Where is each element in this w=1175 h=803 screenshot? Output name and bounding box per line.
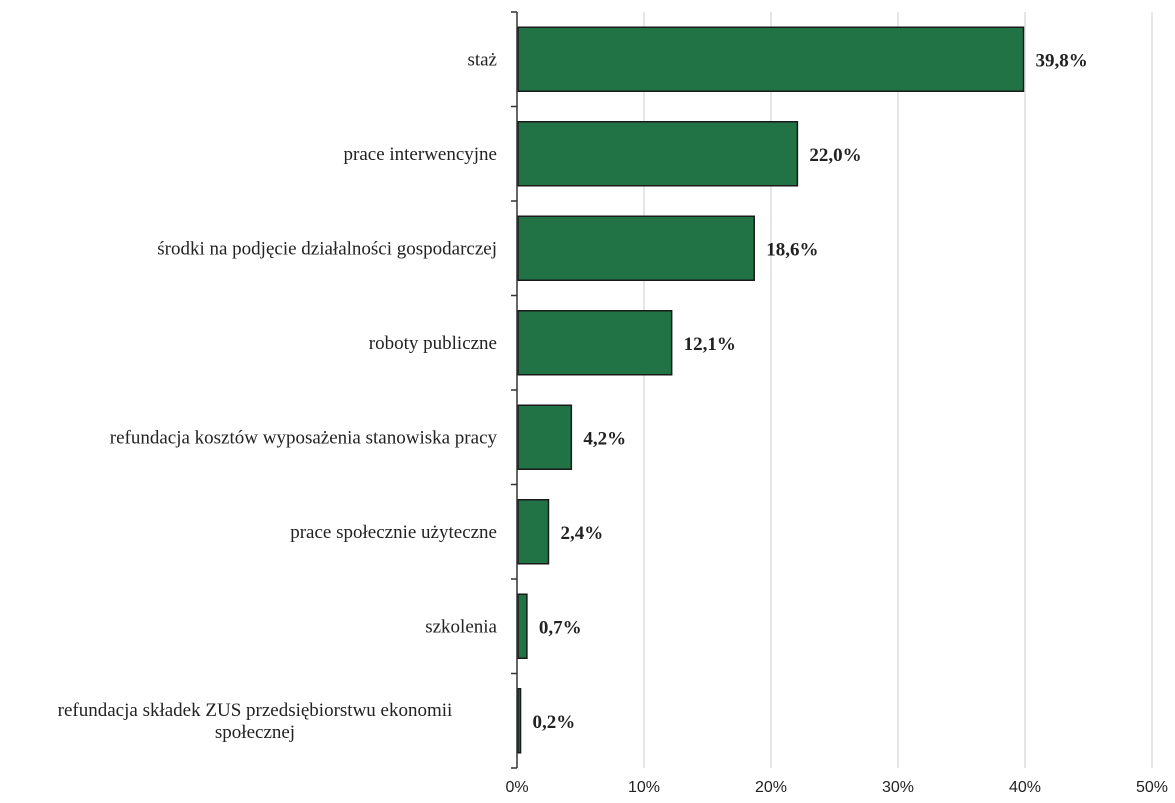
category-label-line: prace społecznie użyteczne xyxy=(290,522,497,543)
value-label-0: 39,8% xyxy=(1035,50,1087,71)
category-label-line: staż xyxy=(467,49,497,70)
bar-4 xyxy=(517,404,573,470)
category-label-line: refundacja kosztów wyposażenia stanowisk… xyxy=(110,427,498,448)
bars xyxy=(517,26,1025,754)
bar-2 xyxy=(517,215,755,281)
x-tick-label: 30% xyxy=(882,779,914,796)
category-label-7: refundacja składek ZUS przedsiębiorstwu … xyxy=(58,700,453,743)
category-label-6: szkolenia xyxy=(425,616,497,637)
axes xyxy=(511,11,518,769)
category-label-line: roboty publiczne xyxy=(369,333,497,354)
category-label-line: środki na podjęcie działalności gospodar… xyxy=(157,238,497,259)
value-label-2: 18,6% xyxy=(766,239,818,260)
labels: 0% 10% 20% 30% 40% 50% staż 39,8% prace interwen… xyxy=(58,49,1168,796)
x-tick-label: 10% xyxy=(628,779,660,796)
category-label-1: prace interwencyjne xyxy=(344,144,498,165)
x-tick-label: 0% xyxy=(505,779,528,796)
bar-6 xyxy=(517,593,528,659)
x-tick-label: 50% xyxy=(1136,779,1168,796)
value-label-4: 4,2% xyxy=(583,428,626,449)
bar-3 xyxy=(517,310,673,376)
x-tick-label: 20% xyxy=(755,779,787,796)
value-label-6: 0,7% xyxy=(539,617,582,638)
category-label-line: szkolenia xyxy=(425,616,497,637)
category-label-line: refundacja składek ZUS przedsiębiorstwu … xyxy=(58,700,453,721)
bar-7 xyxy=(517,688,522,754)
value-label-7: 0,2% xyxy=(533,712,576,733)
bar-0 xyxy=(517,26,1025,92)
x-tick-label: 40% xyxy=(1009,779,1041,796)
value-label-3: 12,1% xyxy=(684,334,736,355)
category-label-2: środki na podjęcie działalności gospodar… xyxy=(157,238,497,259)
category-label-line: społecznej xyxy=(215,722,295,743)
category-label-line: prace interwencyjne xyxy=(344,144,498,165)
category-label-5: prace społecznie użyteczne xyxy=(290,522,497,543)
category-label-3: roboty publiczne xyxy=(369,333,497,354)
category-label-4: refundacja kosztów wyposażenia stanowisk… xyxy=(110,427,498,448)
bar-5 xyxy=(517,499,550,565)
category-label-0: staż xyxy=(467,49,497,70)
value-label-1: 22,0% xyxy=(809,145,861,166)
bar-1 xyxy=(517,121,799,187)
value-label-5: 2,4% xyxy=(560,523,603,544)
